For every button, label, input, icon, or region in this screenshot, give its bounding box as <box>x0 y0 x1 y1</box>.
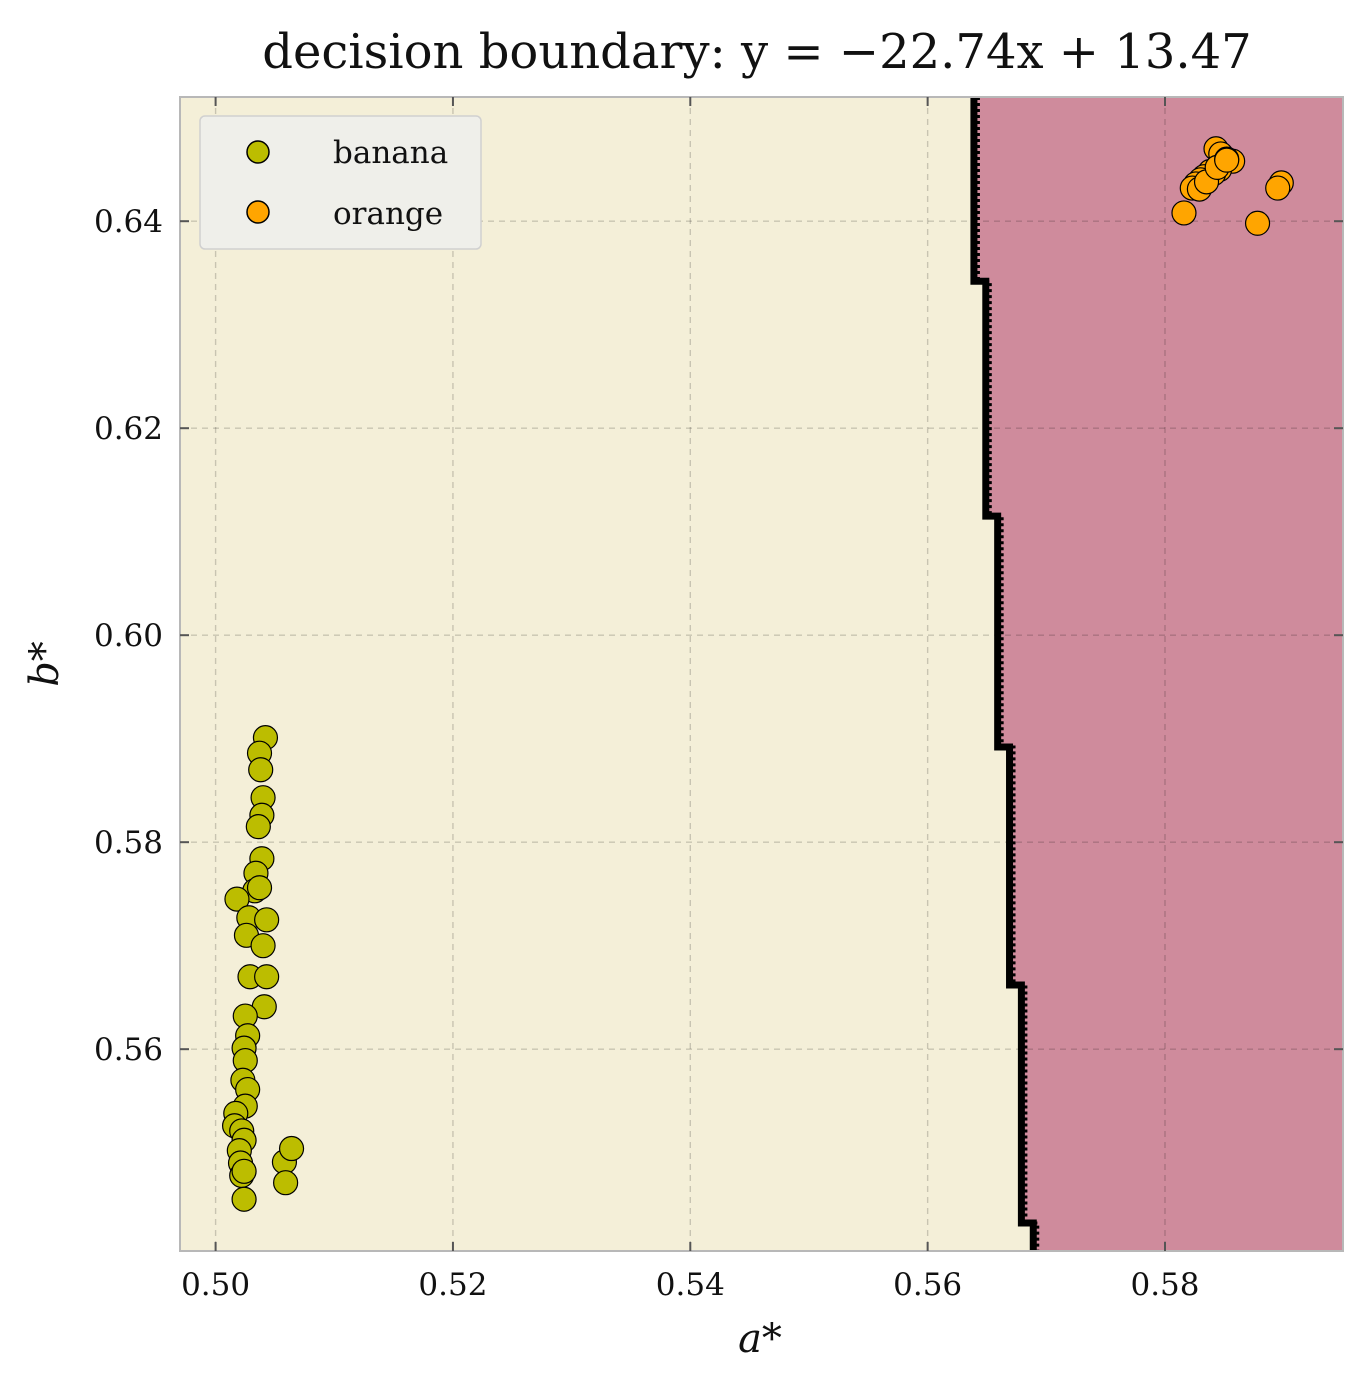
legend-marker-banana <box>246 140 270 164</box>
y-tick-label: 0.58 <box>94 825 163 861</box>
plot-area <box>179 96 1344 1252</box>
banana-point <box>245 814 271 840</box>
x-tick-label: 0.58 <box>1130 1267 1199 1303</box>
orange-point <box>1171 200 1197 226</box>
banana-point <box>246 875 273 901</box>
orange-point <box>1214 147 1240 173</box>
banana-point <box>254 964 280 990</box>
plot-frame <box>179 96 1344 1252</box>
legend-marker-orange <box>246 200 270 224</box>
chart-title: decision boundary: y = −22.74x + 13.47 <box>262 24 1251 80</box>
scatter-points <box>221 136 1294 1212</box>
orange-point <box>1265 175 1291 201</box>
decision-boundary-solid <box>970 97 1037 1251</box>
legend-label-orange: orange <box>333 196 443 232</box>
banana-point <box>248 757 274 783</box>
x-tick-label: 0.50 <box>181 1267 250 1303</box>
y-axis-title: b* <box>22 641 68 687</box>
x-tick-label: 0.52 <box>418 1267 487 1303</box>
y-tick-label: 0.56 <box>94 1032 163 1068</box>
y-tick-label: 0.62 <box>94 411 163 447</box>
legend: banana orange <box>199 115 482 250</box>
legend-label-banana: banana <box>333 135 448 171</box>
banana-point <box>231 1186 257 1212</box>
orange-point <box>1244 210 1271 236</box>
x-tick-label: 0.54 <box>656 1267 725 1303</box>
grid-lines <box>180 97 1343 1251</box>
decision-boundary-dotted <box>976 97 1040 1251</box>
y-tick-label: 0.64 <box>94 204 163 240</box>
legend-box <box>199 115 482 250</box>
banana-point <box>278 1135 305 1162</box>
banana-point <box>273 1170 299 1196</box>
banana-point <box>224 886 250 912</box>
x-tick-label: 0.56 <box>893 1267 962 1303</box>
x-axis-title: a* <box>738 1316 782 1362</box>
banana-point <box>231 1158 257 1184</box>
banana-point <box>250 933 276 959</box>
decision-boundary-line <box>970 97 1040 1251</box>
orange-region <box>973 97 1343 1251</box>
y-tick-label: 0.60 <box>94 618 163 654</box>
banana-point <box>254 907 280 933</box>
y-axis-ticks: 0.56 0.58 0.60 0.62 0.64 <box>94 204 1343 1068</box>
x-axis-ticks: 0.50 0.52 0.54 0.56 0.58 <box>181 97 1200 1303</box>
